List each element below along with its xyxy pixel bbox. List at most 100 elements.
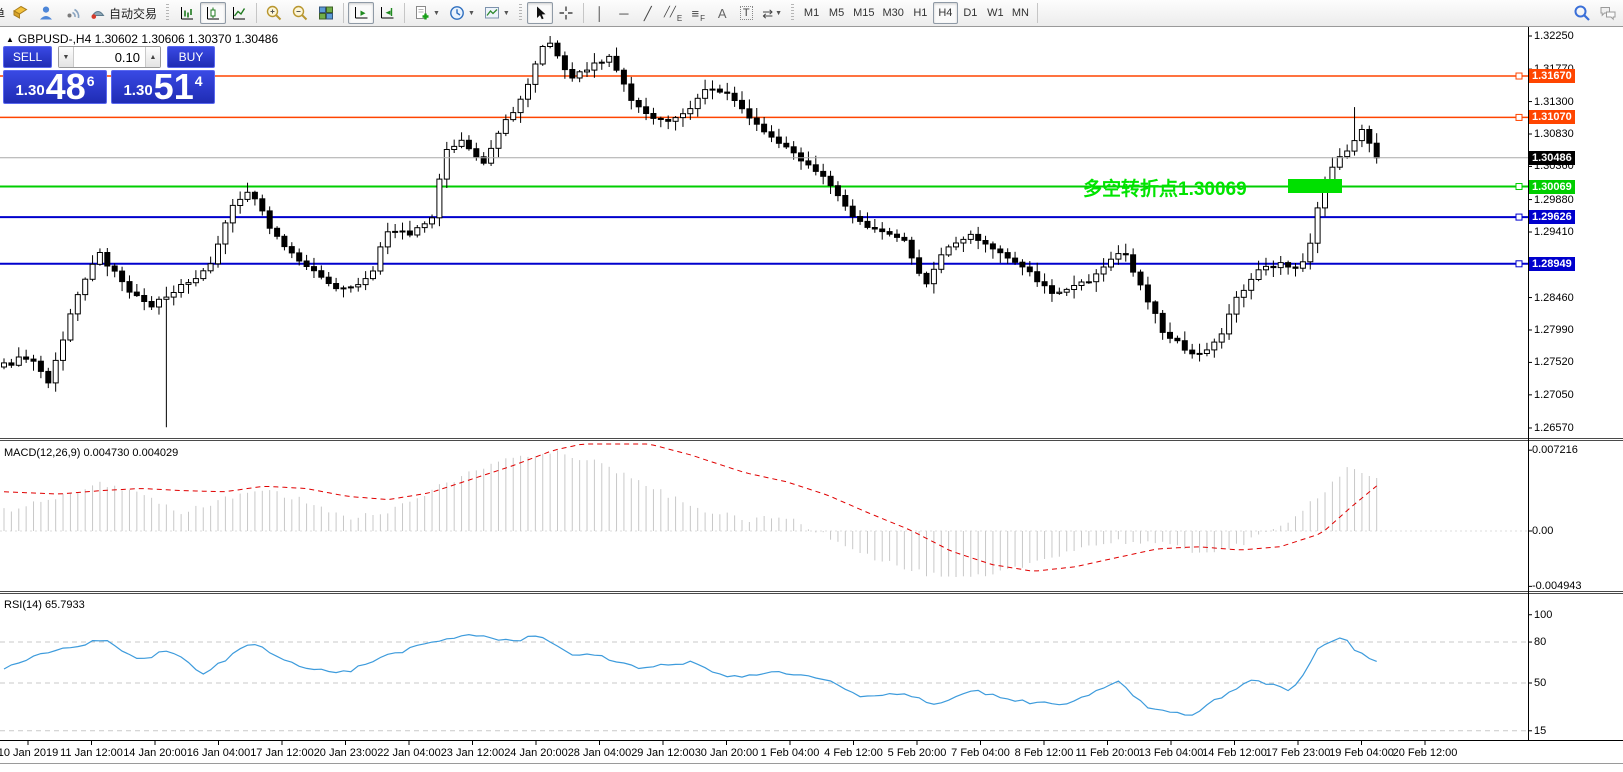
signal-icon[interactable] [59, 2, 85, 24]
price-axis-tick-label: 1.30830 [1534, 127, 1574, 140]
zoom-in-button[interactable] [261, 2, 287, 24]
buy-price-button[interactable]: 1.30 51 4 [111, 66, 215, 107]
price-axis-tick-label: 1.28460 [1534, 291, 1574, 304]
time-axis-label: 5 Feb 20:00 [887, 747, 947, 759]
broadcast-icon [67, 8, 80, 19]
auto-scroll-button[interactable] [348, 2, 375, 24]
line-chart-button[interactable] [226, 2, 252, 24]
time-axis-label: 1 Feb 04:00 [760, 747, 820, 759]
text-tool[interactable]: A [710, 2, 734, 24]
accounts-icon[interactable] [33, 2, 59, 24]
chart-shift-icon [381, 7, 394, 19]
time-axis-label: 8 Feb 12:00 [1014, 747, 1074, 759]
timeframe-h4-button[interactable]: H4 [932, 2, 958, 24]
tile-windows-button[interactable] [313, 2, 339, 24]
price-level-label: 1.31670 [1529, 69, 1575, 84]
timeframe-w1-button[interactable]: W1 [983, 2, 1008, 24]
time-axis-label: 10 Jan 2019 [0, 747, 59, 759]
arrows-dropdown-button[interactable]: ⇄ ▼ [758, 2, 786, 24]
horizontal-line-tool[interactable]: ─ [612, 2, 636, 24]
toolbar-separator [404, 3, 406, 23]
toolbar-clipped-button[interactable]: 单 [0, 5, 7, 22]
chat-button[interactable] [1595, 2, 1621, 24]
volume-increase-button[interactable]: ▲ [145, 47, 160, 67]
timeframe-d1-button[interactable]: D1 [958, 2, 983, 24]
timeframe-mn-button[interactable]: MN [1008, 2, 1033, 24]
candles [1, 36, 1380, 428]
rsi-axis-label: 100 [1534, 608, 1553, 621]
one-click-trading-panel: SELL ▼ 0.10 ▲ BUY 1.30 48 6 1.30 51 4 [3, 46, 215, 107]
expert-advisor-hat-icon [91, 11, 105, 19]
line-chart-icon [233, 7, 246, 20]
vertical-line-tool[interactable]: │ [588, 2, 612, 24]
trendline-tool[interactable]: ╱ [636, 2, 660, 24]
collapse-triangle-icon[interactable]: ▲ [6, 35, 14, 44]
dropdown-arrow-icon: ▼ [775, 9, 783, 17]
sell-price-prefix: 1.30 [15, 82, 45, 99]
time-axis-label: 4 Feb 12:00 [824, 747, 883, 759]
rsi-axis-label: 80 [1534, 636, 1547, 649]
highlight-box[interactable] [1288, 178, 1342, 193]
bar-chart-button[interactable] [174, 2, 200, 24]
templates-dropdown-button[interactable]: ▼ [479, 2, 514, 24]
auto-scroll-icon [355, 7, 368, 19]
new-order-plus-icon [416, 6, 429, 20]
gold-tag-icon [13, 5, 28, 19]
cursor-button[interactable] [526, 2, 553, 24]
sell-button[interactable]: SELL [3, 46, 52, 68]
buy-button[interactable]: BUY [167, 46, 215, 68]
price-axis-tick-label: 1.31300 [1534, 95, 1574, 108]
timeframe-m1-button[interactable]: M1 [799, 2, 824, 24]
price-level-label: 1.30069 [1529, 179, 1575, 194]
chart-shift-button[interactable] [374, 2, 400, 24]
price-axis-tick-label: 1.27050 [1534, 388, 1574, 401]
time-axis-label: 20 Jan 23:00 [313, 747, 378, 759]
search-button[interactable] [1569, 2, 1595, 24]
price-axis-tick-label: 1.27520 [1534, 356, 1574, 369]
channel-sub-label: E [676, 14, 683, 23]
arrows-icon: ⇄ [762, 5, 774, 21]
time-axis-label: 16 Jan 04:00 [186, 747, 251, 759]
timeframe-m30-button[interactable]: M30 [878, 2, 907, 24]
sell-price-button[interactable]: 1.30 48 6 [3, 66, 107, 107]
price-axis-tick-label: 1.32250 [1534, 30, 1574, 42]
time-axis-label: 17 Jan 12:00 [250, 747, 314, 759]
hline-icon: ─ [619, 5, 629, 21]
time-axis-label: 11 Jan 12:00 [60, 747, 123, 759]
fibonacci-tool[interactable]: ≡ F [686, 2, 710, 24]
timeframe-h1-button[interactable]: H1 [908, 2, 933, 24]
periods-dropdown-button[interactable]: ▼ [444, 2, 479, 24]
rsi-indicator-label: RSI(14) 65.7933 [4, 599, 85, 611]
crosshair-button[interactable] [553, 2, 579, 24]
new-order-icon[interactable] [7, 2, 33, 24]
time-axis-label: 28 Jan 04:00 [567, 747, 632, 759]
chart-annotation-text[interactable]: 多空转折点1.30069 [1083, 178, 1247, 200]
price-axis-tick-label: 1.27990 [1534, 323, 1574, 336]
person-icon [40, 6, 52, 20]
chat-bubbles-icon [1600, 7, 1616, 21]
zoom-out-icon [292, 5, 308, 21]
autotrade-label: 自动交易 [109, 6, 158, 21]
timeframe-m15-button[interactable]: M15 [849, 2, 878, 24]
candlestick-chart-button[interactable] [200, 2, 227, 24]
time-axis-label: 22 Jan 04:00 [377, 747, 441, 759]
text-label-tool[interactable]: T [734, 2, 758, 24]
buy-price-big: 51 [153, 66, 194, 107]
volume-input[interactable]: 0.10 [114, 49, 140, 65]
new-order-dropdown-button[interactable]: ▼ [409, 2, 444, 24]
zoom-in-icon [266, 5, 282, 21]
volume-decrease-button[interactable]: ▼ [59, 47, 74, 67]
zoom-out-button[interactable] [287, 2, 313, 24]
sell-price-big: 48 [45, 66, 86, 107]
channel-tool[interactable]: ╱╱ E [660, 2, 686, 24]
rsi-line [3, 633, 1377, 716]
toolbar: 单 自动交易 [0, 0, 1623, 27]
timeframe-m5-button[interactable]: M5 [824, 2, 849, 24]
time-axis-label: 20 Feb 12:00 [1392, 747, 1458, 759]
price-axis-tick-label: 1.29880 [1534, 193, 1574, 206]
time-axis-label: 23 Jan 12:00 [440, 747, 505, 759]
autotrade-button[interactable]: 自动交易 [85, 2, 161, 24]
time-axis-label: 17 Feb 23:00 [1265, 747, 1331, 759]
